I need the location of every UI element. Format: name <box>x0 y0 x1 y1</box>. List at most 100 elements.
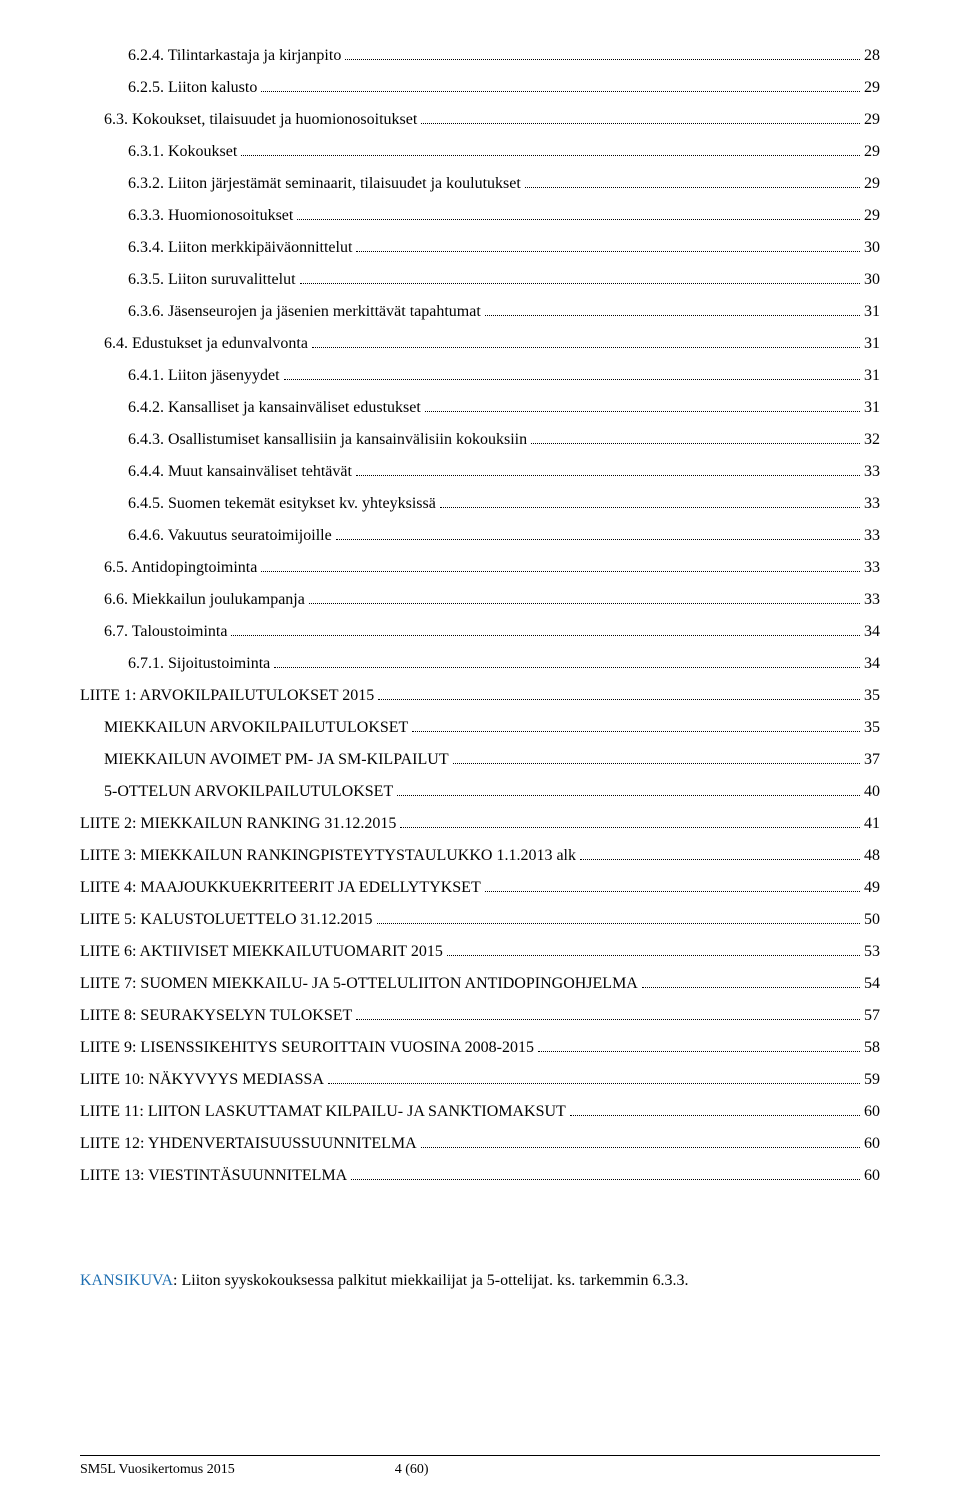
toc-entry-page: 33 <box>864 552 880 584</box>
toc-entry-page: 31 <box>864 296 880 328</box>
table-of-contents: 6.2.4. Tilintarkastaja ja kirjanpito286.… <box>80 40 880 1192</box>
toc-leader-dots <box>356 464 860 476</box>
toc-entry[interactable]: LIITE 11: LIITON LASKUTTAMAT KILPAILU- J… <box>80 1096 880 1128</box>
toc-entry-page: 32 <box>864 424 880 456</box>
toc-entry-page: 29 <box>864 104 880 136</box>
toc-entry-page: 48 <box>864 840 880 872</box>
toc-entry-label: 6.2.4. Tilintarkastaja ja kirjanpito <box>128 40 341 72</box>
toc-leader-dots <box>400 816 860 828</box>
toc-entry[interactable]: LIITE 3: MIEKKAILUN RANKINGPISTEYTYSTAUL… <box>80 840 880 872</box>
toc-entry-label: 6.3.5. Liiton suruvalittelut <box>128 264 296 296</box>
toc-entry[interactable]: 6.4.1. Liiton jäsenyydet31 <box>80 360 880 392</box>
toc-entry-page: 34 <box>864 648 880 680</box>
cover-image-note: KANSIKUVA: Liiton syyskokouksessa palkit… <box>80 1272 880 1290</box>
toc-entry-page: 50 <box>864 904 880 936</box>
toc-entry[interactable]: 6.3.1. Kokoukset29 <box>80 136 880 168</box>
toc-entry-label: LIITE 5: KALUSTOLUETTELO 31.12.2015 <box>80 904 373 936</box>
toc-entry-page: 59 <box>864 1064 880 1096</box>
toc-entry-page: 57 <box>864 1000 880 1032</box>
toc-entry[interactable]: 6.3.3. Huomionosoitukset 29 <box>80 200 880 232</box>
toc-entry[interactable]: 6.3.2. Liiton järjestämät seminaarit, ti… <box>80 168 880 200</box>
toc-leader-dots <box>421 112 860 124</box>
toc-entry-page: 31 <box>864 328 880 360</box>
toc-entry[interactable]: LIITE 6: AKTIIVISET MIEKKAILUTUOMARIT 20… <box>80 936 880 968</box>
toc-leader-dots <box>336 528 860 540</box>
toc-entry-page: 31 <box>864 392 880 424</box>
toc-entry[interactable]: 6.7.1. Sijoitustoiminta34 <box>80 648 880 680</box>
toc-entry[interactable]: LIITE 8: SEURAKYSELYN TULOKSET57 <box>80 1000 880 1032</box>
toc-entry-label: 6.4.6. Vakuutus seuratoimijoille <box>128 520 332 552</box>
toc-entry-label: LIITE 3: MIEKKAILUN RANKINGPISTEYTYSTAUL… <box>80 840 576 872</box>
toc-entry[interactable]: LIITE 10: NÄKYVYYS MEDIASSA59 <box>80 1064 880 1096</box>
toc-entry[interactable]: 6.4.5. Suomen tekemät esitykset kv. yhte… <box>80 488 880 520</box>
footer-page-number: 4 (60) <box>235 1462 880 1478</box>
toc-entry-page: 40 <box>864 776 880 808</box>
toc-entry[interactable]: LIITE 2: MIEKKAILUN RANKING 31.12.201541 <box>80 808 880 840</box>
toc-entry[interactable]: 6.3.4. Liiton merkkipäiväonnittelut30 <box>80 232 880 264</box>
toc-leader-dots <box>642 976 860 988</box>
toc-entry[interactable]: LIITE 13: VIESTINTÄSUUNNITELMA60 <box>80 1160 880 1192</box>
toc-entry-page: 30 <box>864 264 880 296</box>
toc-entry-label: MIEKKAILUN ARVOKILPAILUTULOKSET <box>104 712 408 744</box>
toc-entry[interactable]: LIITE 5: KALUSTOLUETTELO 31.12.2015 50 <box>80 904 880 936</box>
toc-entry-label: 6.3.1. Kokoukset <box>128 136 237 168</box>
toc-leader-dots <box>421 1136 860 1148</box>
toc-entry-label: LIITE 12: YHDENVERTAISUUSSUUNNITELMA <box>80 1128 417 1160</box>
toc-leader-dots <box>231 624 860 636</box>
toc-entry-label: 6.7. Taloustoiminta <box>104 616 227 648</box>
toc-entry[interactable]: MIEKKAILUN ARVOKILPAILUTULOKSET35 <box>80 712 880 744</box>
toc-leader-dots <box>300 272 860 284</box>
toc-leader-dots <box>447 944 860 956</box>
toc-entry[interactable]: LIITE 4: MAAJOUKKUEKRITEERIT JA EDELLYTY… <box>80 872 880 904</box>
toc-entry[interactable]: 6.3.6. Jäsenseurojen ja jäsenien merkitt… <box>80 296 880 328</box>
toc-entry[interactable]: 6.4.3. Osallistumiset kansallisiin ja ka… <box>80 424 880 456</box>
toc-entry-label: LIITE 13: VIESTINTÄSUUNNITELMA <box>80 1160 347 1192</box>
toc-entry[interactable]: 6.7. Taloustoiminta34 <box>80 616 880 648</box>
toc-entry[interactable]: 6.6. Miekkailun joulukampanja33 <box>80 584 880 616</box>
toc-entry[interactable]: 6.3. Kokoukset, tilaisuudet ja huomionos… <box>80 104 880 136</box>
toc-leader-dots <box>570 1104 860 1116</box>
toc-entry-label: 6.4.2. Kansalliset ja kansainväliset edu… <box>128 392 421 424</box>
toc-leader-dots <box>378 688 860 700</box>
toc-entry-label: LIITE 11: LIITON LASKUTTAMAT KILPAILU- J… <box>80 1096 566 1128</box>
toc-entry[interactable]: 6.4.4. Muut kansainväliset tehtävät 33 <box>80 456 880 488</box>
toc-entry[interactable]: LIITE 7: SUOMEN MIEKKAILU- JA 5-OTTELULI… <box>80 968 880 1000</box>
toc-entry[interactable]: 6.3.5. Liiton suruvalittelut 30 <box>80 264 880 296</box>
toc-entry-page: 60 <box>864 1128 880 1160</box>
toc-entry-page: 29 <box>864 168 880 200</box>
toc-leader-dots <box>345 48 860 60</box>
toc-leader-dots <box>397 784 860 796</box>
note-text: : Liiton syyskokouksessa palkitut miekka… <box>173 1272 688 1289</box>
toc-entry[interactable]: LIITE 1: ARVOKILPAILUTULOKSET 201535 <box>80 680 880 712</box>
toc-entry-label: LIITE 6: AKTIIVISET MIEKKAILUTUOMARIT 20… <box>80 936 443 968</box>
toc-entry[interactable]: 6.4.6. Vakuutus seuratoimijoille33 <box>80 520 880 552</box>
toc-leader-dots <box>356 240 860 252</box>
toc-entry-page: 31 <box>864 360 880 392</box>
toc-leader-dots <box>485 880 860 892</box>
footer-doc-title: SM5L Vuosikertomus 2015 <box>80 1462 235 1478</box>
toc-entry[interactable]: 6.4. Edustukset ja edunvalvonta31 <box>80 328 880 360</box>
toc-entry-label: 6.5. Antidopingtoiminta <box>104 552 257 584</box>
toc-entry[interactable]: 6.5. Antidopingtoiminta 33 <box>80 552 880 584</box>
toc-entry-page: 33 <box>864 456 880 488</box>
toc-leader-dots <box>377 912 860 924</box>
toc-leader-dots <box>351 1168 860 1180</box>
toc-leader-dots <box>284 368 860 380</box>
toc-entry-label: 6.4.4. Muut kansainväliset tehtävät <box>128 456 352 488</box>
toc-entry[interactable]: MIEKKAILUN AVOIMET PM- JA SM-KILPAILUT37 <box>80 744 880 776</box>
toc-entry[interactable]: 6.4.2. Kansalliset ja kansainväliset edu… <box>80 392 880 424</box>
toc-entry-label: 6.3.3. Huomionosoitukset <box>128 200 293 232</box>
toc-entry-label: LIITE 7: SUOMEN MIEKKAILU- JA 5-OTTELULI… <box>80 968 638 1000</box>
toc-entry[interactable]: 6.2.4. Tilintarkastaja ja kirjanpito28 <box>80 40 880 72</box>
toc-leader-dots <box>580 848 860 860</box>
toc-entry-label: 6.3.4. Liiton merkkipäiväonnittelut <box>128 232 352 264</box>
toc-entry[interactable]: LIITE 9: LISENSSIKEHITYS SEUROITTAIN VUO… <box>80 1032 880 1064</box>
toc-entry[interactable]: LIITE 12: YHDENVERTAISUUSSUUNNITELMA 60 <box>80 1128 880 1160</box>
toc-entry-page: 29 <box>864 200 880 232</box>
toc-entry-label: 6.4.5. Suomen tekemät esitykset kv. yhte… <box>128 488 436 520</box>
toc-entry-label: 6.4.3. Osallistumiset kansallisiin ja ka… <box>128 424 527 456</box>
toc-entry[interactable]: 5-OTTELUN ARVOKILPAILUTULOKSET40 <box>80 776 880 808</box>
toc-entry[interactable]: 6.2.5. Liiton kalusto29 <box>80 72 880 104</box>
toc-entry-label: LIITE 4: MAAJOUKKUEKRITEERIT JA EDELLYTY… <box>80 872 481 904</box>
toc-entry-label: MIEKKAILUN AVOIMET PM- JA SM-KILPAILUT <box>104 744 449 776</box>
